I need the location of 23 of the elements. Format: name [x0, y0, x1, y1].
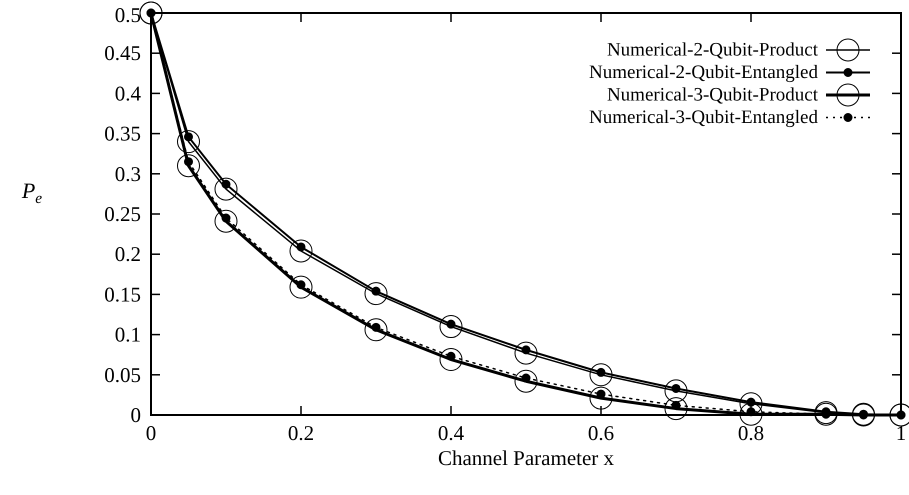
legend-label: Numerical-3-Qubit-Product	[606, 84, 819, 106]
x-axis-title: Channel Parameter x	[438, 446, 615, 470]
y-tick-label: 0.05	[104, 362, 141, 387]
y-tick-label: 0.4	[114, 81, 142, 106]
y-tick-label: 0	[130, 403, 141, 427]
y-tick-label: 0.25	[104, 202, 141, 226]
x-tick-label: 0	[146, 421, 156, 445]
y-axis-title: P$_{e}$	[20, 177, 42, 207]
legend-label: Numerical-2-Qubit-Entangled	[589, 62, 818, 83]
legend-label: Numerical-3-Qubit-Entangled	[589, 107, 818, 128]
x-tick-label: 0.6	[588, 421, 614, 445]
y-tick-label: 0.1	[114, 322, 141, 347]
y-tick-label: 0.15	[104, 282, 141, 306]
y-tick-label: 0.35	[104, 122, 141, 146]
y-tick-label: 0.5	[114, 3, 141, 27]
y-tick-label: 0.2	[114, 242, 141, 266]
y-tick-label: 0.3	[114, 162, 141, 186]
x-tick-label: 1	[896, 421, 906, 445]
x-tick-label: 0.8	[738, 421, 764, 445]
x-tick-label: 0.2	[288, 421, 314, 445]
y-tick-label: 0.45	[104, 41, 141, 66]
legend-label: Numerical-2-Qubit-Product	[606, 40, 819, 60]
x-tick-label: 0.4	[438, 421, 465, 445]
